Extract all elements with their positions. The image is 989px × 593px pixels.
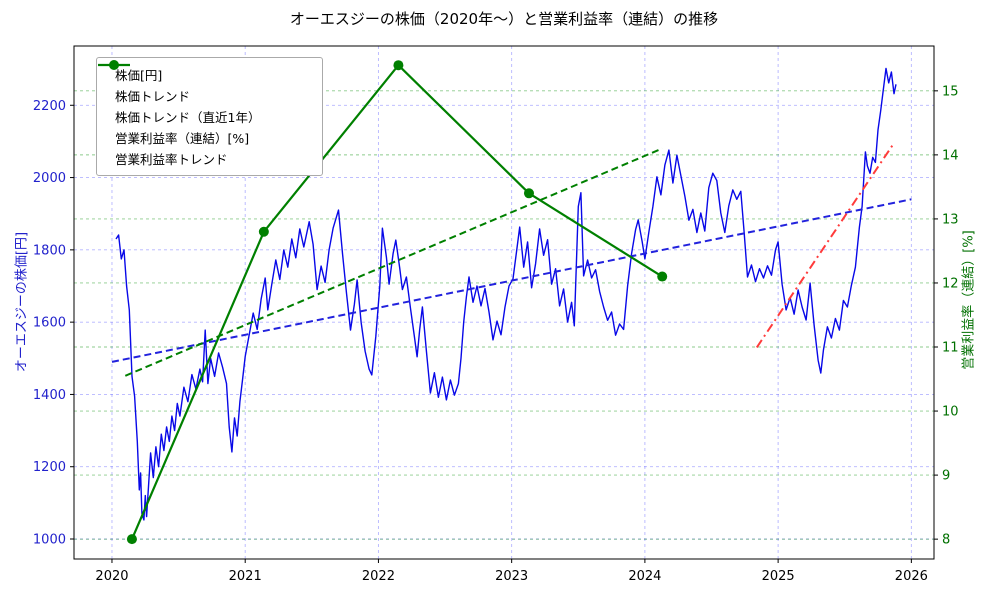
margin-marker [258,226,269,237]
svg-text:2025: 2025 [762,569,795,584]
svg-text:1000: 1000 [33,533,66,548]
legend-item-label: 株価トレンド [115,89,191,104]
svg-text:2023: 2023 [495,569,528,584]
legend: 株価[円] 株価トレンド株価トレンド（直近1年） 営業利益率（連結）[%] 営業利益率… [96,57,323,176]
svg-text:1800: 1800 [33,243,66,258]
svg-text:2200: 2200 [33,99,66,114]
legend-item: 株価[円] [98,64,314,84]
legend-item-label: 株価[円] [115,68,163,83]
margin-line [126,60,668,545]
price-line [115,67,897,521]
margin-marker [393,60,404,71]
svg-text:1200: 1200 [33,460,66,475]
margin-trend-line [124,147,663,377]
legend-item: 営業利益率（連結）[%] [98,60,314,147]
svg-text:2026: 2026 [895,569,928,584]
legend-item: 営業利益率トレンド [98,64,314,168]
svg-text:2020: 2020 [95,569,128,584]
svg-text:1600: 1600 [33,316,66,331]
legend-item: 株価トレンド（直近1年） [98,64,314,126]
price-trend-recent-line [755,144,894,348]
svg-text:8: 8 [942,533,950,548]
margin-marker [657,271,668,282]
price-trend-line [111,198,912,363]
legend-item-label: 営業利益率（連結）[%] [115,131,250,146]
svg-text:10: 10 [942,405,959,420]
svg-text:15: 15 [942,84,959,99]
svg-text:1400: 1400 [33,388,66,403]
svg-text:2022: 2022 [362,569,395,584]
svg-text:2000: 2000 [33,171,66,186]
margin-marker [126,534,137,545]
svg-text:2021: 2021 [229,569,262,584]
svg-text:9: 9 [942,469,950,484]
legend-line-sample [98,64,130,66]
chart-title: オーエスジーの株価（2020年～）と営業利益率（連結）の推移 [289,10,719,28]
svg-text:12: 12 [942,276,959,291]
grid [74,46,934,559]
legend-item-label: 株価トレンド（直近1年） [115,110,261,125]
margin-marker [523,188,534,199]
legend-item: 株価トレンド [98,64,314,105]
svg-text:2024: 2024 [628,569,661,584]
svg-text:14: 14 [942,148,959,163]
svg-text:11: 11 [942,341,959,356]
legend-item-label: 営業利益率トレンド [115,152,228,167]
svg-text:13: 13 [942,212,959,227]
axes: 2020 2021 2022 2023 2024 2025 2026 1000 1200 1400… [33,45,959,584]
